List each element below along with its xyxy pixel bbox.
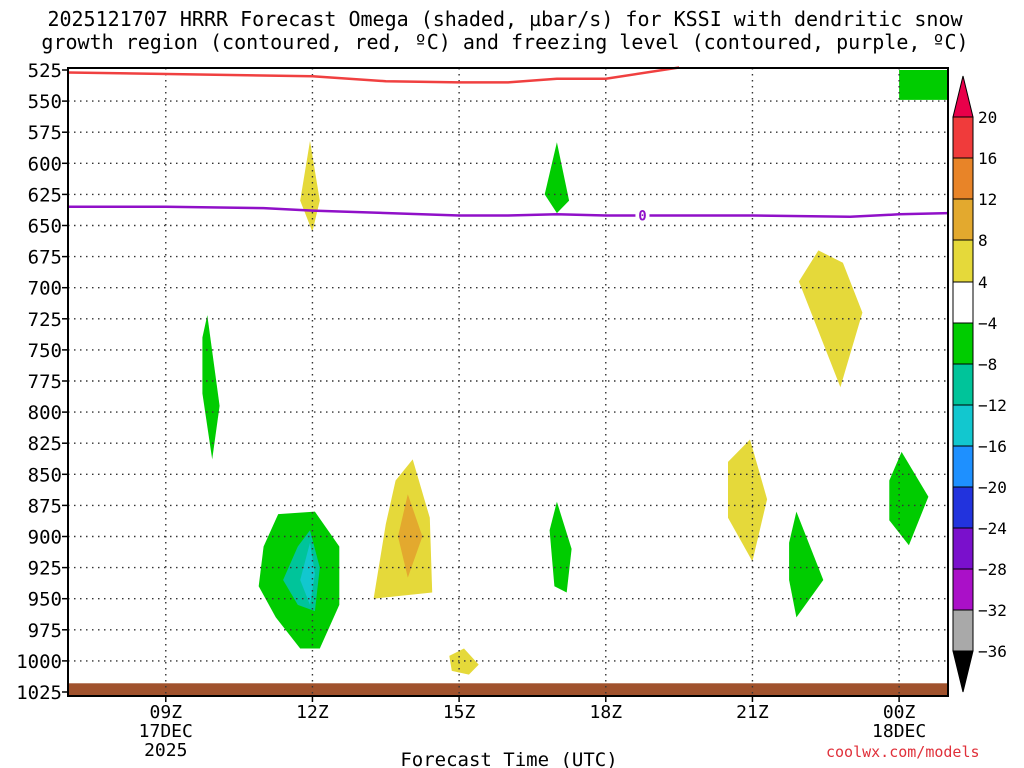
colorbar-label-7: −12 <box>978 396 1007 415</box>
omega-region-5 <box>202 315 220 460</box>
ground-surface <box>68 683 948 696</box>
omega-region-14 <box>300 542 315 605</box>
y-tick-label-1000: 1000 <box>16 651 62 673</box>
colorbar-label-8: −16 <box>978 437 1007 456</box>
colorbar-label-10: −24 <box>978 519 1007 538</box>
contour-layer: 0 <box>67 66 949 225</box>
y-tick-label-975: 975 <box>28 620 62 642</box>
x-tick-label-12Z: 12Z <box>296 702 329 723</box>
colorbar-bin-3 <box>952 198 974 241</box>
colorbar-bin-1 <box>952 116 974 159</box>
x-axis-title: Forecast Time (UTC) <box>400 749 617 768</box>
y-tick-label-600: 600 <box>28 153 62 175</box>
omega-region-11 <box>789 511 824 618</box>
y-tick-label-625: 625 <box>28 184 62 206</box>
omega-shading-layer <box>68 70 948 696</box>
x-tick-label-15Z: 15Z <box>443 702 476 723</box>
colorbar-label-0: 20 <box>978 108 997 127</box>
plot-border <box>67 67 949 697</box>
colorbar-label-9: −20 <box>978 478 1007 497</box>
omega-region-10 <box>549 501 572 593</box>
omega-region-7 <box>889 451 929 546</box>
omega-region-2 <box>300 140 320 232</box>
chart-title-line2: growth region (contoured, red, ºC) and f… <box>41 30 969 54</box>
omega-region-3 <box>544 142 570 214</box>
y-axis: 525 550 575 600 625 650 675 700 725 750 775 800 825 8… <box>16 60 68 704</box>
dendritic-growth-contour <box>67 66 680 84</box>
x-tick-label-00Z: 00Z <box>883 702 916 723</box>
colorbar-bin-6 <box>952 322 974 365</box>
y-tick-label-875: 875 <box>28 495 62 517</box>
y-tick-label-950: 950 <box>28 589 62 611</box>
colorbar-label-6: −8 <box>978 355 997 374</box>
colorbar-bin-7 <box>952 363 974 406</box>
colorbar-label-4: 4 <box>978 273 988 292</box>
colorbar-label-13: −36 <box>978 642 1007 661</box>
omega-region-6 <box>728 439 768 562</box>
x-tick-label-21Z: 21Z <box>736 702 769 723</box>
colorbar-bin-12 <box>952 568 974 611</box>
colorbar-label-1: 16 <box>978 149 997 168</box>
y-tick-label-750: 750 <box>28 340 62 362</box>
y-tick-label-825: 825 <box>28 433 62 455</box>
colorbar-label-11: −28 <box>978 560 1007 579</box>
plot-frame <box>67 67 949 697</box>
freezing-level-label: 0 <box>638 209 646 225</box>
y-tick-label-650: 650 <box>28 216 62 238</box>
chart-title-line1: 2025121707 HRRR Forecast Omega (shaded, … <box>47 7 963 31</box>
colorbar-bin-10 <box>952 486 974 529</box>
omega-region-1 <box>899 70 948 100</box>
colorbar-bin-2 <box>952 157 974 200</box>
y-tick-label-725: 725 <box>28 309 62 331</box>
colorbar-bin-9 <box>952 445 974 488</box>
grid-lines <box>68 68 948 696</box>
colorbar-label-3: 8 <box>978 231 988 250</box>
y-tick-label-1025: 1025 <box>16 682 62 704</box>
freezing-level-contour <box>68 205 949 219</box>
x-tick-label-18Z: 18Z <box>590 702 623 723</box>
x-date-label-00Z: 18DEC <box>872 721 926 742</box>
colorbar-bin-13 <box>952 609 974 652</box>
y-tick-label-850: 850 <box>28 464 62 486</box>
y-tick-label-525: 525 <box>28 60 62 82</box>
colorbar-top-arrow <box>952 75 974 118</box>
y-tick-label-900: 900 <box>28 527 62 549</box>
colorbar-bin-11 <box>952 527 974 570</box>
colorbar-bin-4 <box>952 239 974 283</box>
y-tick-label-800: 800 <box>28 402 62 424</box>
x-year-label-09Z: 2025 <box>144 740 187 761</box>
y-tick-label-775: 775 <box>28 371 62 393</box>
site-credit: coolwx.com/models <box>826 743 980 761</box>
colorbar-bin-5 <box>952 281 974 324</box>
colorbar-label-12: −32 <box>978 601 1007 620</box>
colorbar-label-5: −4 <box>978 314 997 333</box>
colorbar-label-2: 12 <box>978 190 997 209</box>
y-tick-label-575: 575 <box>28 122 62 144</box>
colorbar-bottom-arrow <box>952 650 974 693</box>
y-tick-label-925: 925 <box>28 558 62 580</box>
chart-title: 2025121707 HRRR Forecast Omega (shaded, … <box>0 8 1010 54</box>
y-tick-label-550: 550 <box>28 91 62 113</box>
y-tick-label-700: 700 <box>28 278 62 300</box>
y-tick-label-675: 675 <box>28 247 62 269</box>
freezing-level-label-bg <box>635 207 650 224</box>
x-tick-label-09Z: 09Z <box>150 702 183 723</box>
x-date-label-09Z: 17DEC <box>139 721 193 742</box>
colorbar-bin-8 <box>952 404 974 447</box>
colorbar: 20 16 12 8 4 −4 −8 −12 −16 −20 −24 −28 −32 −36 <box>952 75 1007 693</box>
